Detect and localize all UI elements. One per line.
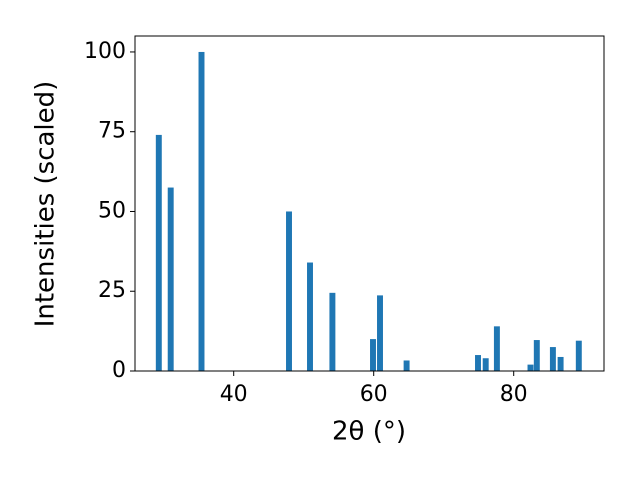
x-tick-label: 80 [500,382,528,407]
bar [370,339,376,371]
y-tick-label: 100 [84,39,126,64]
bar [377,295,383,371]
bar [475,355,481,371]
bar [286,211,292,371]
bar [403,360,410,371]
y-tick-label: 75 [98,119,126,144]
plot-frame [134,35,605,372]
bar [533,340,540,371]
bar [482,358,489,371]
bar [167,187,174,371]
bar [493,326,500,371]
bar [549,347,556,371]
x-axis-label: 2θ (°) [332,417,406,447]
bar [307,262,313,371]
bar [329,292,336,371]
y-tick-label: 25 [98,278,126,303]
x-tick-label: 40 [220,382,248,407]
bar [575,340,582,371]
bar [527,364,534,371]
y-tick-label: 50 [98,198,126,223]
bar [198,51,205,371]
bar [155,134,162,371]
bar [557,356,564,371]
y-tick-label: 0 [112,358,126,383]
y-axis-label: Intensities (scaled) [31,81,61,328]
x-tick-label: 60 [360,382,388,407]
